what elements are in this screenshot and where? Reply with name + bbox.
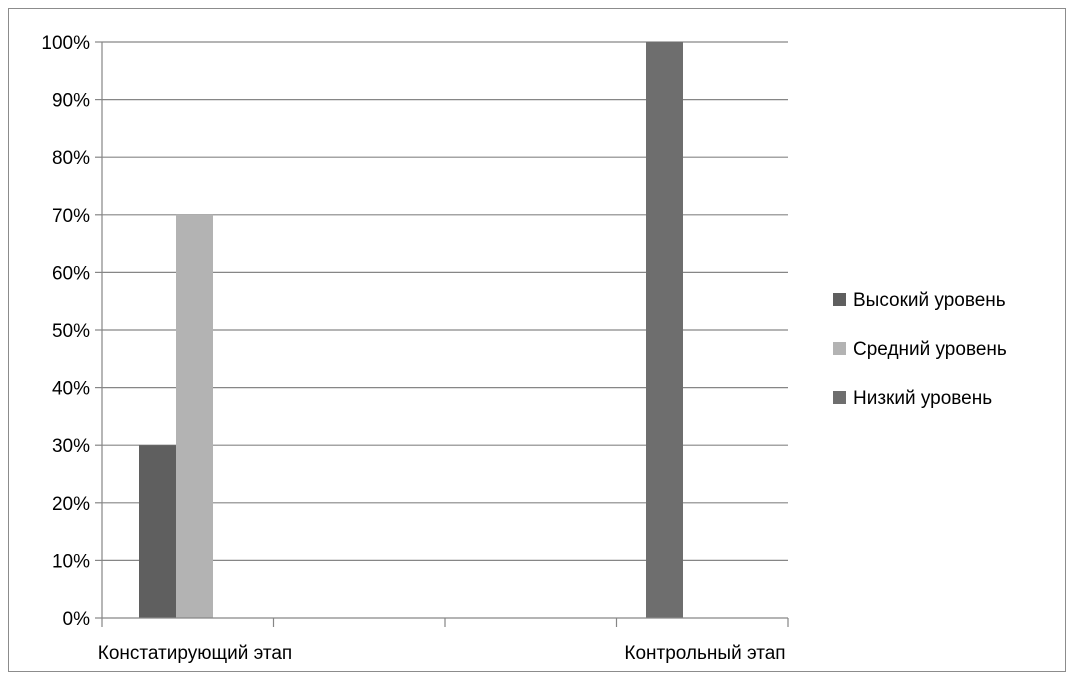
y-tick-label: 20% [52,494,90,515]
x-category-label: Контрольный этап [624,643,785,664]
legend: Высокий уровень Средний уровень Низкий уро… [833,290,1007,409]
y-tick-label: 0% [63,609,91,630]
bars [139,42,683,619]
x-category-labels: Констатирующий этап Контрольный этап [98,643,786,664]
x-category-label: Констатирующий этап [98,643,292,664]
y-tick-label: 30% [52,436,90,457]
y-tick-label: 10% [52,551,90,572]
y-tick-label: 40% [52,379,90,400]
bar-1-низкий-уровень [646,42,683,618]
y-tick-labels: 0% 10% 20% 30% 40% 50% 60% 70% 80% 90% 100% [41,33,90,630]
y-tick-label: 70% [52,206,90,227]
bar-0-средний-уровень [176,214,213,619]
legend-swatch [833,342,846,355]
y-tick-label: 100% [41,33,90,54]
legend-swatch [833,391,846,404]
legend-label: Средний уровень [853,339,1007,360]
legend-swatch [833,293,846,306]
y-tick-label: 50% [52,321,90,342]
axes [95,41,789,627]
y-tick-label: 90% [52,91,90,112]
legend-label: Высокий уровень [853,290,1006,311]
bar-0-высокий-уровень [139,445,176,618]
y-tick-label: 80% [52,148,90,169]
y-tick-label: 60% [52,263,90,284]
legend-label: Низкий уровень [853,388,992,409]
